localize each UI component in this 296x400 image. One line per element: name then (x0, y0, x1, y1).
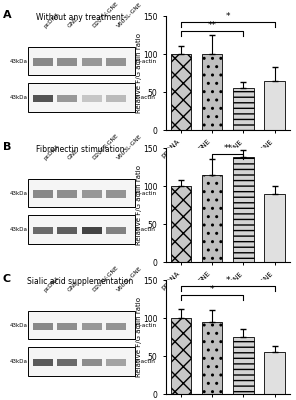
Text: F-actin: F-actin (135, 95, 155, 100)
Text: D207V-GNE: D207V-GNE (91, 0, 120, 29)
Bar (264, 194, 285, 262)
Bar (33, 95, 53, 102)
Text: pcDNA: pcDNA (43, 11, 60, 29)
Text: G-actin: G-actin (135, 191, 156, 196)
Bar (33, 58, 53, 66)
Bar (33, 322, 53, 330)
Text: 43kDa: 43kDa (10, 322, 28, 328)
Bar (81, 58, 102, 66)
Bar (28, 179, 135, 207)
Text: *: * (210, 285, 215, 294)
Text: A: A (3, 10, 12, 20)
Bar (106, 322, 126, 330)
Text: *: * (226, 276, 230, 285)
Bar (264, 81, 285, 130)
Bar (28, 47, 135, 75)
Text: 43kDa: 43kDa (10, 59, 28, 64)
Text: GNE: GNE (67, 148, 80, 161)
Bar (202, 174, 223, 262)
Bar (57, 322, 78, 330)
Text: Fibronectin stimulation: Fibronectin stimulation (36, 146, 124, 154)
Text: V603L-GNE: V603L-GNE (116, 1, 143, 29)
Bar (57, 58, 78, 66)
Y-axis label: Relative F/G actin ratio: Relative F/G actin ratio (136, 165, 141, 245)
Text: B: B (3, 142, 11, 152)
Y-axis label: Relative F/G actin ratio: Relative F/G actin ratio (136, 297, 141, 377)
Bar (106, 227, 126, 234)
Bar (28, 311, 135, 339)
Text: *: * (226, 12, 230, 21)
Bar (264, 352, 285, 394)
Text: D207V-GNE: D207V-GNE (91, 132, 120, 161)
Text: D207V-GNE: D207V-GNE (91, 264, 120, 293)
Bar (106, 359, 126, 366)
Text: GNE: GNE (67, 16, 80, 29)
Text: GNE: GNE (67, 280, 80, 293)
Text: Without any treatment: Without any treatment (36, 14, 124, 22)
Bar (28, 83, 135, 112)
Bar (81, 227, 102, 234)
Bar (81, 95, 102, 102)
Text: V603L-GNE: V603L-GNE (116, 133, 143, 161)
Bar (57, 190, 78, 198)
Bar (202, 54, 223, 130)
Bar (33, 190, 53, 198)
Bar (202, 322, 223, 394)
Bar (81, 322, 102, 330)
Text: 43kDa: 43kDa (10, 191, 28, 196)
Bar (233, 88, 254, 130)
Text: **: ** (208, 21, 217, 30)
Bar (28, 347, 135, 376)
Bar (233, 157, 254, 262)
Bar (171, 318, 192, 394)
Bar (233, 337, 254, 394)
Text: F-actin: F-actin (135, 227, 155, 232)
Text: **: ** (223, 144, 232, 153)
Text: 43kDa: 43kDa (10, 95, 28, 100)
Bar (33, 359, 53, 366)
Text: pcDNA: pcDNA (43, 143, 60, 161)
Bar (57, 227, 78, 234)
Text: pcDNA: pcDNA (43, 275, 60, 293)
Bar (81, 190, 102, 198)
Text: 43kDa: 43kDa (10, 359, 28, 364)
Bar (81, 359, 102, 366)
Text: C: C (3, 274, 11, 284)
Bar (57, 359, 78, 366)
Bar (33, 227, 53, 234)
Bar (106, 95, 126, 102)
Text: G-actin: G-actin (135, 322, 156, 328)
Text: G-actin: G-actin (135, 59, 156, 64)
Bar (57, 95, 78, 102)
Text: F-actin: F-actin (135, 359, 155, 364)
Text: Sialic acid supplementation: Sialic acid supplementation (27, 278, 133, 286)
Text: V603L-GNE: V603L-GNE (116, 265, 143, 293)
Bar (28, 215, 135, 244)
Bar (106, 58, 126, 66)
Y-axis label: Relative F/G actin ratio: Relative F/G actin ratio (136, 33, 141, 113)
Bar (171, 186, 192, 262)
Bar (171, 54, 192, 130)
Bar (106, 190, 126, 198)
Text: 43kDa: 43kDa (10, 227, 28, 232)
